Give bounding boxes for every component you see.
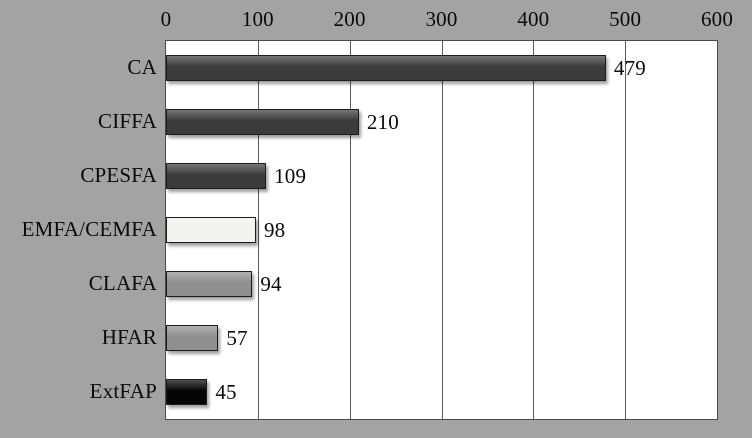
gridline bbox=[533, 41, 535, 419]
bar[interactable] bbox=[166, 55, 606, 81]
gridline bbox=[441, 41, 443, 419]
bar-row: 479 bbox=[166, 55, 717, 81]
bar-highlight bbox=[167, 326, 218, 336]
bar-value-label: 98 bbox=[263, 218, 286, 242]
x-axis-tick-label: 500 bbox=[609, 7, 642, 31]
y-axis-category-label: CA bbox=[127, 55, 157, 79]
x-axis-tick-label: 0 bbox=[160, 7, 172, 31]
bar[interactable] bbox=[166, 379, 208, 405]
y-axis-category-label: CIFFA bbox=[98, 109, 157, 133]
y-axis-category-label: CLAFA bbox=[88, 271, 157, 295]
bar-value-label: 210 bbox=[366, 110, 399, 134]
x-axis-tick-label: 100 bbox=[241, 7, 274, 31]
bar-value-label: 45 bbox=[215, 380, 237, 404]
y-axis-category-label: ExtFAP bbox=[89, 379, 157, 403]
gridline bbox=[257, 41, 259, 419]
bar-highlight bbox=[167, 218, 255, 228]
x-axis-tick-labels: 0 100 200 300 400 500 600 bbox=[0, 0, 752, 40]
bar[interactable] bbox=[166, 109, 359, 135]
bar[interactable] bbox=[166, 271, 253, 297]
gridline bbox=[625, 41, 627, 419]
bar-highlight bbox=[167, 110, 358, 120]
bar[interactable] bbox=[166, 217, 256, 243]
y-axis-category-labels: CA CIFFA CPESFA EMFA/CEMFA CLAFA HFAR ExtFAP bbox=[0, 40, 157, 420]
y-axis-category-label: EMFA/CEMFA bbox=[21, 217, 157, 241]
x-axis-tick-label: 400 bbox=[517, 7, 550, 31]
plot-area bbox=[165, 40, 718, 420]
bar-row: 109 bbox=[166, 163, 717, 189]
bar-row: 57 bbox=[166, 325, 717, 351]
x-axis-tick-label: 600 bbox=[700, 7, 734, 31]
x-axis-tick-label: 200 bbox=[333, 7, 366, 31]
y-axis-category-label: HFAR bbox=[101, 325, 157, 349]
bar-highlight bbox=[167, 272, 252, 282]
bar-value-label: 109 bbox=[274, 164, 307, 188]
x-axis-tick-label: 300 bbox=[425, 7, 458, 31]
y-axis-category-label: CPESFA bbox=[80, 163, 157, 187]
bar[interactable] bbox=[166, 325, 219, 351]
bars-layer: 479 210 109 98 94 57 45 bbox=[166, 41, 717, 419]
bar-highlight bbox=[167, 56, 605, 66]
bar-highlight bbox=[167, 380, 207, 390]
bar-highlight bbox=[167, 164, 266, 174]
bar-row: 210 bbox=[166, 109, 717, 135]
bar-value-label: 57 bbox=[226, 326, 248, 350]
bar[interactable] bbox=[166, 163, 267, 189]
bar-row: 94 bbox=[166, 271, 717, 297]
bar-value-label: 479 bbox=[613, 56, 646, 80]
bar-row: 45 bbox=[166, 379, 717, 405]
bar-row: 98 bbox=[166, 217, 717, 243]
bar-value-label: 94 bbox=[260, 272, 282, 296]
gridline bbox=[349, 41, 351, 419]
